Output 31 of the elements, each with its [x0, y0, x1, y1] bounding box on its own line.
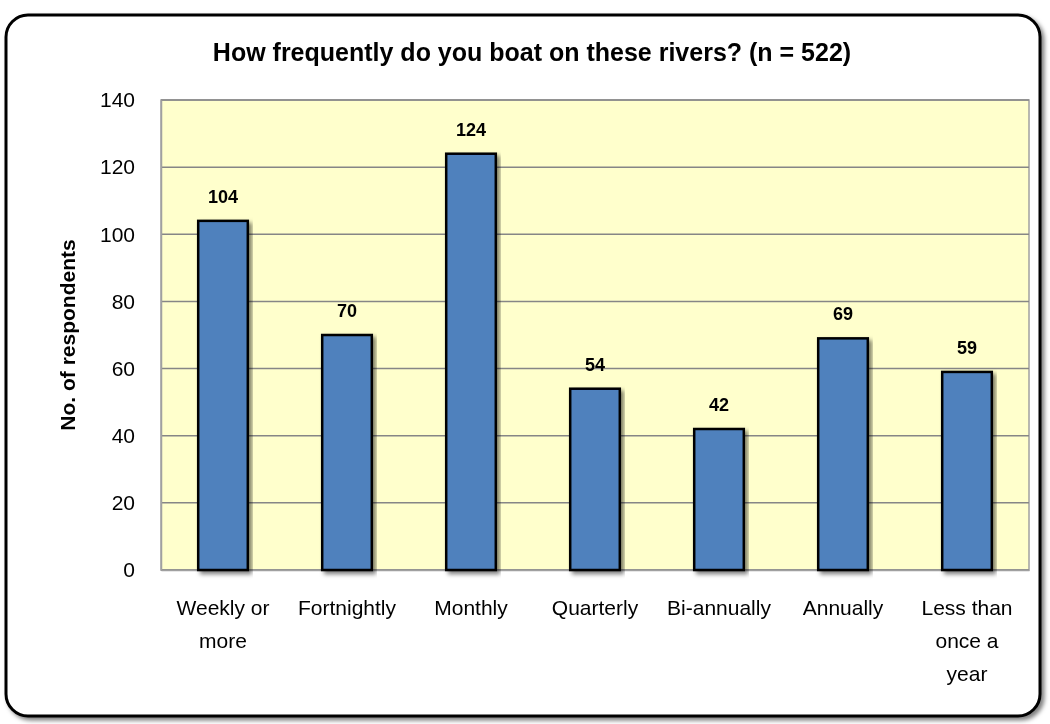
chart-title: How frequently do you boat on these rivers? (n = 522) — [212, 38, 852, 66]
y-tick-label: 0 — [123, 558, 135, 582]
y-tick-label: 140 — [99, 88, 135, 112]
x-tick-label: Annually — [802, 595, 884, 619]
bar — [444, 152, 498, 572]
y-tick-label: 80 — [111, 289, 135, 313]
y-tick-label: 100 — [99, 222, 135, 246]
x-tick-label: Bi-annually — [667, 595, 772, 619]
data-label: 54 — [584, 354, 606, 375]
data-label: 42 — [708, 395, 730, 415]
x-tick-label: Monthly — [434, 595, 509, 619]
y-tick-label: 20 — [111, 491, 135, 515]
x-tick-label: Less than once a year — [921, 595, 1013, 685]
y-tick-label: 40 — [111, 423, 135, 447]
data-label: 124 — [455, 119, 487, 140]
data-label: 104 — [207, 186, 239, 207]
bar — [692, 427, 746, 572]
data-label: 70 — [336, 301, 358, 321]
x-tick-label: Fortnightly — [297, 595, 397, 619]
y-tick-label: 60 — [111, 356, 135, 380]
data-label: 59 — [956, 337, 978, 358]
bar — [320, 333, 374, 572]
data-label: 69 — [832, 304, 854, 325]
bar — [568, 387, 622, 572]
x-tick-label: Weekly or more — [176, 595, 270, 652]
y-tick-label: 120 — [99, 155, 135, 179]
bar — [196, 219, 250, 572]
bar — [940, 370, 994, 572]
y-axis-title: No. of respondents — [56, 239, 79, 431]
x-tick-label: Quarterly — [551, 595, 639, 619]
bar — [816, 337, 870, 572]
